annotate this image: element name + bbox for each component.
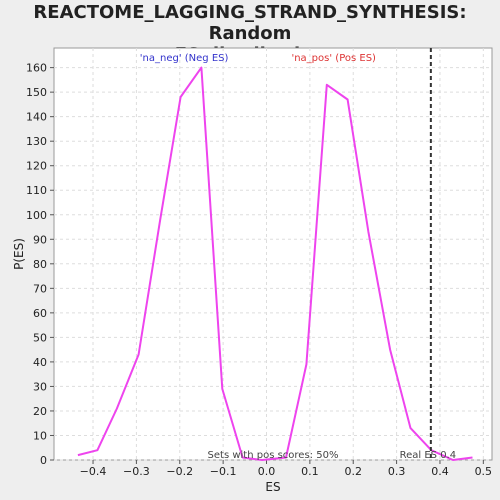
y-tick: 130 (26, 135, 54, 148)
x-tick-label: −0.1 (210, 465, 237, 478)
y-tick: 70 (33, 282, 54, 295)
x-axis-title: ES (265, 480, 280, 494)
y-tick-label: 160 (26, 62, 47, 75)
x-tick-label: −0.2 (166, 465, 193, 478)
x-tick-label: 0.5 (475, 465, 493, 478)
legend-entry: 'na_neg' (Neg ES) (140, 53, 229, 64)
y-tick-label: 150 (26, 86, 47, 99)
x-tick: 0.5 (475, 460, 493, 478)
y-tick-label: 130 (26, 135, 47, 148)
y-tick: 10 (33, 429, 54, 442)
y-axis: 0 10 20 30 40 50 60 70 80 90 100 110 120 130 140 150 160 (26, 62, 54, 467)
grid-lines (54, 48, 492, 461)
y-tick: 150 (26, 86, 54, 99)
y-tick: 160 (26, 62, 54, 75)
x-tick: 0.2 (344, 460, 362, 478)
y-tick: 50 (33, 331, 54, 344)
y-tick: 90 (33, 233, 54, 246)
annotations: Real ES 0.4 Sets with pos scores: 50% 'na_… (140, 48, 456, 461)
y-tick-label: 0 (40, 454, 47, 467)
x-tick: 0.4 (431, 460, 449, 478)
y-tick: 30 (33, 380, 54, 393)
x-tick: 0.1 (301, 460, 319, 478)
x-tick-label: 0.4 (431, 465, 449, 478)
series-line (77, 66, 473, 461)
x-tick-label: 0.1 (301, 465, 319, 478)
pos-scores-note: Sets with pos scores: 50% (208, 450, 339, 461)
y-tick-label: 60 (33, 307, 47, 320)
x-tick: −0.3 (123, 460, 150, 478)
y-tick-label: 50 (33, 331, 47, 344)
y-tick: 120 (26, 160, 54, 173)
x-tick: 0.0 (258, 460, 276, 478)
y-tick: 100 (26, 209, 54, 222)
y-tick-label: 120 (26, 160, 47, 173)
y-tick-label: 40 (33, 356, 47, 369)
x-tick-label: 0.3 (388, 465, 406, 478)
x-tick: −0.1 (210, 460, 237, 478)
x-tick-label: −0.3 (123, 465, 150, 478)
y-tick-label: 90 (33, 233, 47, 246)
y-tick-label: 70 (33, 282, 47, 295)
x-tick-label: 0.2 (344, 465, 362, 478)
y-tick: 110 (26, 184, 54, 197)
chart-title-line-1: REACTOME_LAGGING_STRAND_SYNTHESIS: Rando… (33, 2, 467, 44)
y-tick: 0 (40, 454, 54, 467)
y-tick: 40 (33, 356, 54, 369)
y-tick-label: 100 (26, 209, 47, 222)
x-tick: −0.4 (80, 460, 107, 478)
x-tick-label: −0.4 (80, 465, 107, 478)
y-tick-label: 30 (33, 380, 47, 393)
x-tick-label: 0.0 (258, 465, 276, 478)
y-tick: 80 (33, 258, 54, 271)
plot-area (53, 47, 493, 461)
y-tick-label: 80 (33, 258, 47, 271)
x-axis: −0.4 −0.3 −0.2 −0.1 0.0 0.1 0.2 0.3 0.4 0.5 (80, 460, 492, 478)
real-es-label: Real ES 0.4 (400, 450, 456, 461)
x-tick: 0.3 (388, 460, 406, 478)
y-tick: 140 (26, 111, 54, 124)
y-tick-label: 110 (26, 184, 47, 197)
y-tick-label: 140 (26, 111, 47, 124)
y-tick: 60 (33, 307, 54, 320)
y-tick: 20 (33, 405, 54, 418)
y-axis-title: P(ES) (12, 238, 26, 270)
x-tick: −0.2 (166, 460, 193, 478)
y-tick-label: 10 (33, 429, 47, 442)
series-layer (77, 66, 473, 461)
legend-entry: 'na_pos' (Pos ES) (291, 53, 376, 64)
y-tick-label: 20 (33, 405, 47, 418)
